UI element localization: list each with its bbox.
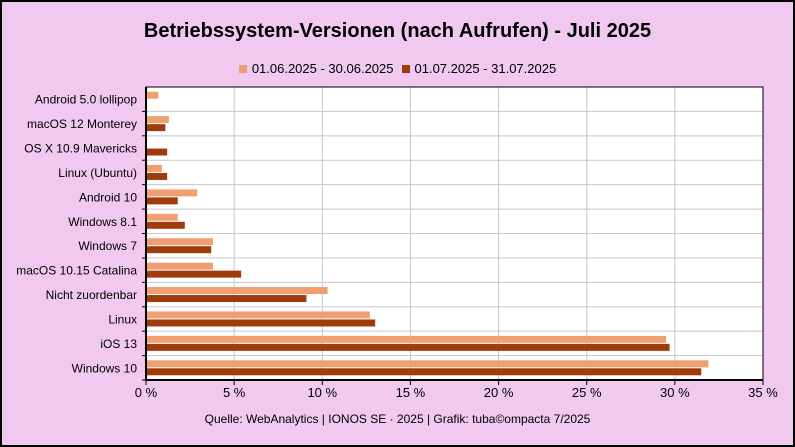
- x-tick-label: 15 %: [396, 385, 426, 400]
- category-label: Windows 7: [78, 239, 137, 253]
- bar-july: [146, 295, 307, 303]
- x-tick-label: 30 %: [660, 385, 690, 400]
- x-tick-label: 0 %: [135, 385, 158, 400]
- legend-item-july: 01.07.2025 - 31.07.2025: [401, 61, 557, 76]
- category-label: macOS 12 Monterey: [27, 117, 137, 131]
- category-label: Nicht zuordenbar: [46, 288, 137, 302]
- x-tick-label: 5 %: [223, 385, 246, 400]
- bar-july: [146, 148, 168, 156]
- bar-july: [146, 246, 212, 254]
- bar-july: [146, 172, 168, 180]
- bar-june: [146, 335, 667, 343]
- category-label: Windows 8.1: [68, 215, 137, 229]
- bar-june: [146, 213, 178, 221]
- legend-swatch-july: [401, 64, 410, 73]
- x-tick-label: 25 %: [572, 385, 602, 400]
- bar-june: [146, 311, 370, 319]
- bar-june: [146, 238, 213, 246]
- bar-june: [146, 116, 169, 124]
- category-label: Android 10: [79, 190, 137, 204]
- category-label: Linux (Ubuntu): [58, 166, 137, 180]
- bar-july: [146, 221, 185, 229]
- bar-july: [146, 319, 376, 327]
- category-label: OS X 10.9 Mavericks: [24, 142, 137, 156]
- bar-june: [146, 189, 198, 197]
- legend-label-june: 01.06.2025 - 30.06.2025: [251, 61, 394, 76]
- bar-july: [146, 197, 178, 205]
- legend-label-july: 01.07.2025 - 31.07.2025: [414, 61, 557, 76]
- x-tick-label: 10 %: [307, 385, 337, 400]
- category-label: macOS 10.15 Catalina: [16, 264, 137, 278]
- bar-june: [146, 287, 328, 295]
- chart-title: Betriebssystem-Versionen (nach Aufrufen)…: [143, 20, 652, 42]
- bar-june: [146, 91, 159, 99]
- category-label: Linux: [108, 312, 137, 326]
- source-note: Quelle: WebAnalytics | IONOS SE · 2025 |…: [204, 412, 591, 426]
- bar-july: [146, 368, 702, 376]
- category-label: Windows 10: [72, 361, 138, 375]
- bar-july: [146, 270, 242, 278]
- bar-july: [146, 343, 670, 351]
- x-tick-label: 35 %: [748, 385, 778, 400]
- x-tick-label: 20 %: [484, 385, 514, 400]
- bar-july: [146, 124, 166, 132]
- bar-june: [146, 360, 709, 368]
- legend-swatch-june: [238, 64, 247, 73]
- category-label: iOS 13: [100, 337, 137, 351]
- legend: 01.06.2025 - 30.06.2025 01.07.2025 - 31.…: [0, 61, 795, 76]
- category-label: Android 5.0 lollipop: [35, 93, 137, 107]
- bar-june: [146, 164, 162, 172]
- legend-item-june: 01.06.2025 - 30.06.2025: [238, 61, 394, 76]
- bar-june: [146, 262, 213, 270]
